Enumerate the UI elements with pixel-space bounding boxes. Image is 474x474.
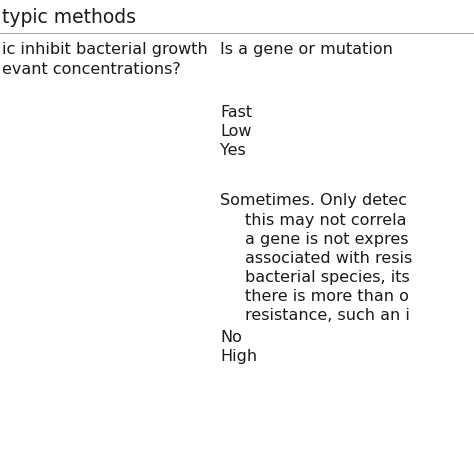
Text: resistance, such an i: resistance, such an i xyxy=(245,308,410,323)
Text: associated with resis: associated with resis xyxy=(245,251,412,266)
Text: Yes: Yes xyxy=(220,143,246,158)
Text: Low: Low xyxy=(220,124,252,139)
Text: typic methods: typic methods xyxy=(2,8,136,27)
Text: Fast: Fast xyxy=(220,105,252,120)
Text: bacterial species, its: bacterial species, its xyxy=(245,270,410,285)
Text: High: High xyxy=(220,349,257,364)
Text: Is a gene or mutation: Is a gene or mutation xyxy=(220,42,393,57)
Text: ic inhibit bacterial growth: ic inhibit bacterial growth xyxy=(2,42,208,57)
Text: evant concentrations?: evant concentrations? xyxy=(2,62,181,77)
Text: there is more than o: there is more than o xyxy=(245,289,409,304)
Text: No: No xyxy=(220,330,242,345)
Text: this may not correla: this may not correla xyxy=(245,213,407,228)
Text: a gene is not expres: a gene is not expres xyxy=(245,232,409,247)
Text: Sometimes. Only detec: Sometimes. Only detec xyxy=(220,193,407,208)
